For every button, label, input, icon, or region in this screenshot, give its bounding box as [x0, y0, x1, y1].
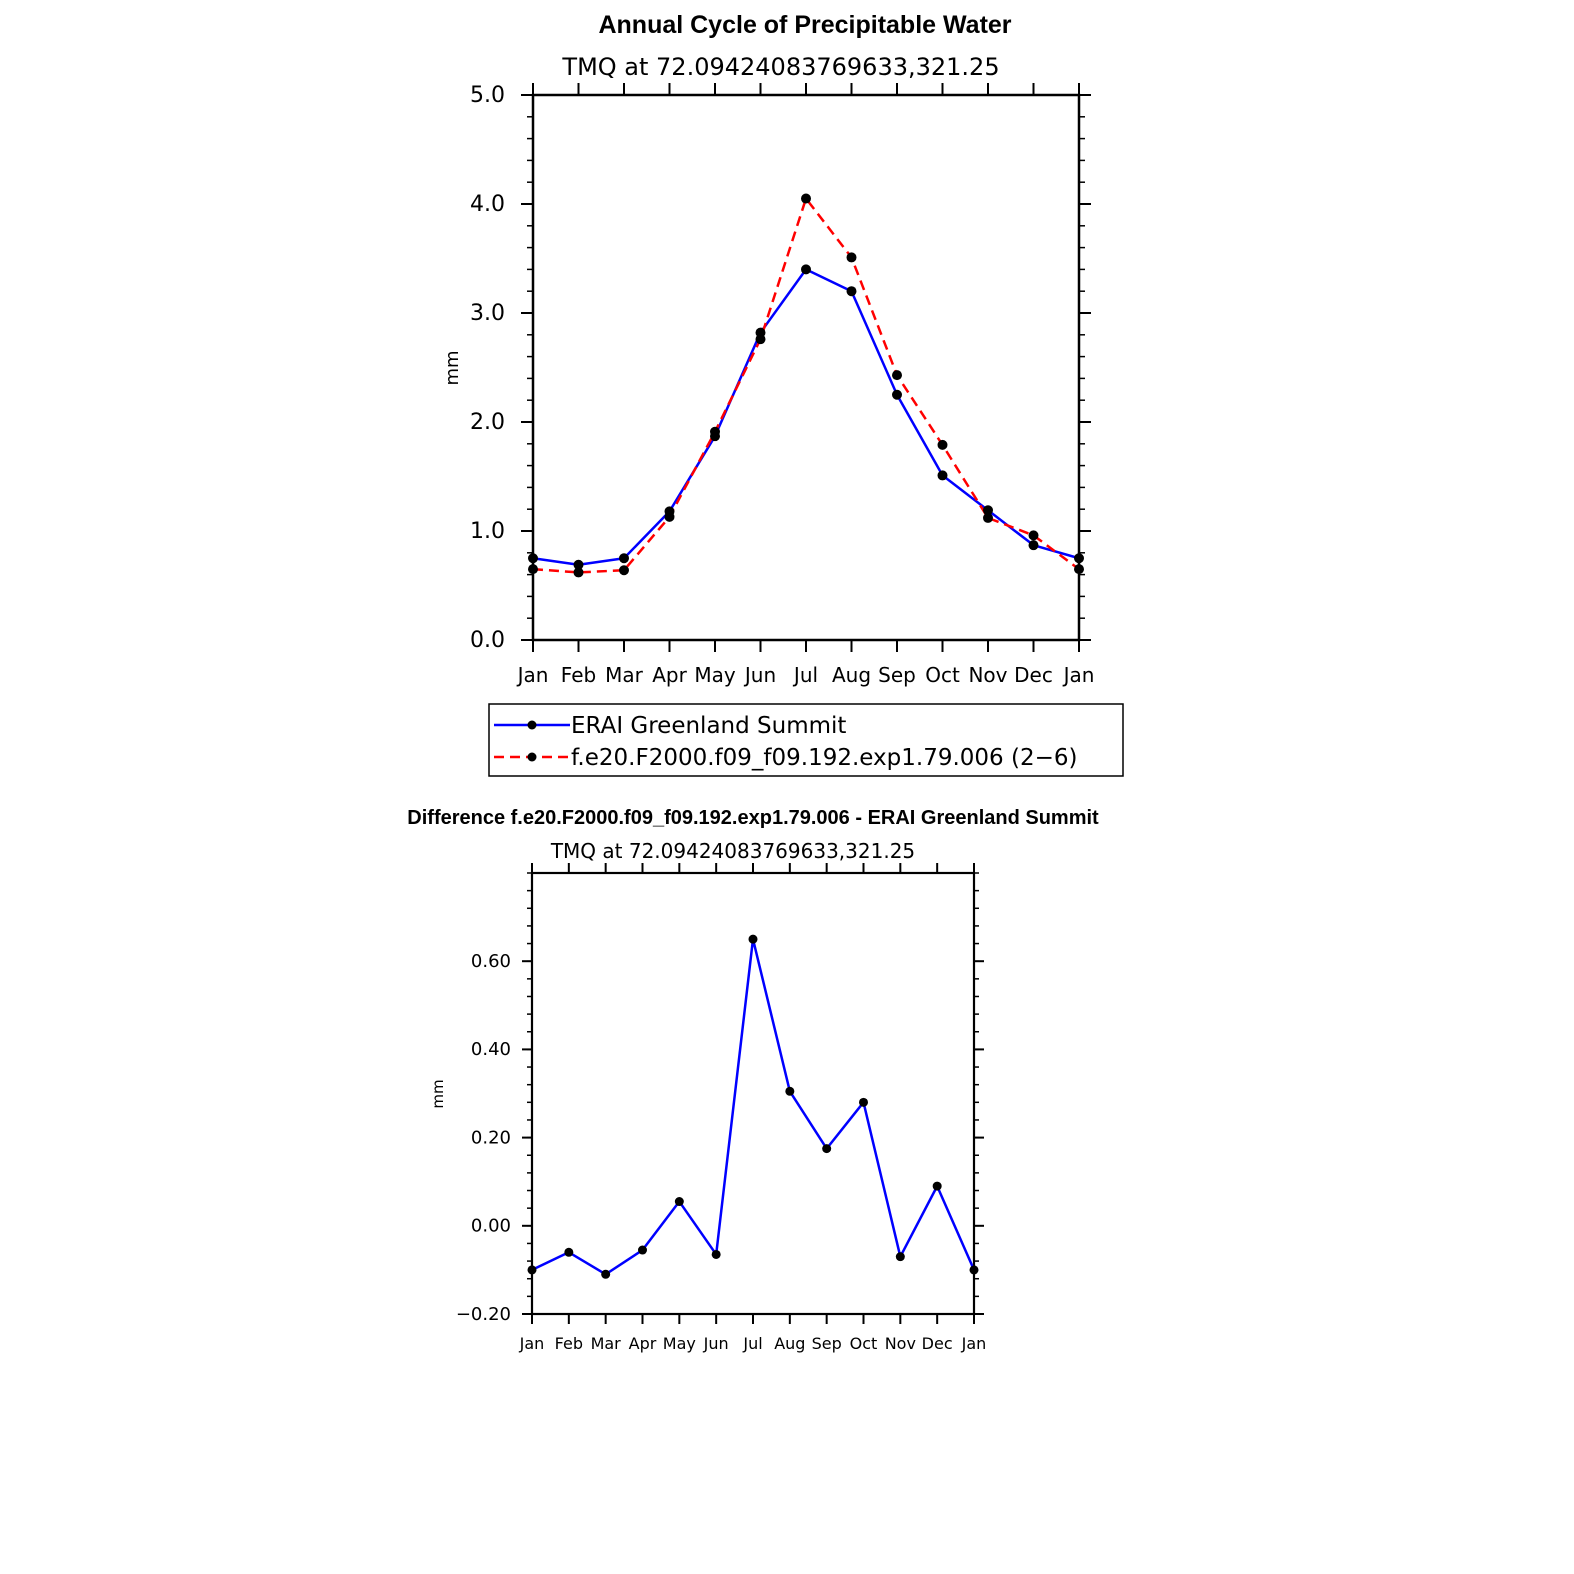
data-point: [573, 567, 584, 578]
y-tick-label: −0.20: [456, 1304, 511, 1325]
x-tick-label: Jul: [742, 1334, 762, 1353]
data-point: [664, 511, 675, 522]
difference-y-axis-label: mm: [429, 1079, 447, 1108]
data-point: [619, 553, 629, 564]
legend-label-erai: ERAI Greenland Summit: [571, 713, 846, 739]
x-tick-labels: Jan Feb Mar Apr May Jun Jul Aug Sep Oct Nov Dec Jan: [516, 663, 1095, 687]
difference-axes-frame: [522, 863, 984, 1324]
difference-y-tick-labels: −0.20 0.00 0.20 0.40 0.60: [456, 951, 511, 1325]
y-tick-label: 0.0: [470, 628, 505, 653]
x-tick-label: May: [694, 663, 736, 687]
data-point: [619, 565, 629, 576]
data-point: [1028, 540, 1039, 551]
data-point: [822, 1144, 832, 1154]
data-point: [710, 426, 720, 437]
data-point: [1028, 530, 1039, 541]
x-tick-label: Mar: [605, 663, 644, 687]
x-tick-label: Aug: [832, 663, 871, 687]
series-line-0: [531, 937, 976, 1276]
data-point: [983, 512, 993, 523]
x-tick-label: Jul: [792, 663, 818, 687]
data-point: [892, 370, 902, 381]
difference-chart-title: Difference f.e20.F2000.f09_f09.192.exp1.…: [407, 807, 1099, 829]
legend-marker-erai: [527, 720, 537, 730]
data-point: [528, 553, 538, 564]
x-tick-label: Oct: [850, 1334, 878, 1353]
x-tick-label: Jun: [743, 663, 776, 687]
y-tick-label: 0.00: [471, 1216, 511, 1237]
data-point: [937, 470, 948, 481]
data-point: [1074, 553, 1084, 564]
y-tick-label: 5.0: [470, 83, 505, 108]
data-point: [573, 559, 584, 570]
x-tick-label: Mar: [591, 1334, 622, 1353]
data-point: [785, 1086, 795, 1096]
annual-cycle-chart: Annual Cycle of Precipitable Water TMQ a…: [442, 11, 1124, 777]
x-tick-label: Aug: [774, 1334, 805, 1353]
difference-chart: Difference f.e20.F2000.f09_f09.192.exp1.…: [407, 807, 1099, 1353]
x-tick-label: Oct: [925, 663, 960, 687]
x-tick-label: Dec: [922, 1334, 953, 1353]
axes-frame: [521, 83, 1091, 652]
x-tick-label: Jan: [1062, 663, 1095, 687]
y-tick-label: 0.40: [471, 1039, 511, 1060]
y-tick-labels: 0.0 1.0 2.0 3.0 4.0 5.0: [470, 83, 505, 653]
data-point: [755, 334, 766, 345]
chart-title: Annual Cycle of Precipitable Water: [598, 11, 1011, 39]
data-point: [564, 1247, 574, 1257]
x-tick-label: Nov: [968, 663, 1007, 687]
data-point: [983, 505, 993, 516]
data-point: [527, 1265, 537, 1275]
x-tick-label: Jan: [519, 1334, 545, 1353]
data-point: [638, 1245, 647, 1255]
data-point: [859, 1097, 868, 1107]
data-point: [528, 564, 538, 575]
y-tick-label: 2.0: [470, 410, 505, 435]
legend-marker-model: [527, 752, 537, 762]
legend-box: [488, 703, 1124, 777]
data-point: [969, 1265, 979, 1275]
data-point: [892, 389, 902, 400]
y-tick-label: 0.20: [471, 1127, 511, 1148]
legend: ERAI Greenland Summit f.e20.F2000.f09_f0…: [488, 703, 1124, 777]
data-point: [937, 439, 948, 450]
data-point: [801, 264, 811, 275]
y-tick-label: 3.0: [470, 301, 505, 326]
y-tick-label: 1.0: [470, 519, 505, 544]
plot-frame: [531, 93, 1081, 642]
x-tick-label: Jan: [516, 663, 549, 687]
x-tick-label: May: [663, 1334, 696, 1353]
difference-series-layer: [527, 934, 979, 1279]
difference-chart-subtitle: TMQ at 72.09424083769633,321.25: [550, 839, 915, 863]
data-point: [601, 1269, 611, 1279]
data-point: [674, 1197, 684, 1207]
data-point: [711, 1249, 721, 1259]
x-tick-label: Dec: [1014, 663, 1053, 687]
x-tick-label: Apr: [652, 663, 687, 687]
legend-label-model: f.e20.F2000.f09_f09.192.exp1.79.006 (2−6…: [571, 745, 1077, 771]
x-tick-label: Jan: [961, 1334, 987, 1353]
data-point: [1074, 564, 1084, 575]
x-tick-label: Sep: [812, 1334, 842, 1353]
x-tick-label: Nov: [885, 1334, 916, 1353]
series-layer: [528, 193, 1084, 578]
chart-subtitle: TMQ at 72.09424083769633,321.25: [561, 53, 999, 81]
y-tick-label: 0.60: [471, 951, 511, 972]
data-point: [801, 193, 811, 204]
x-tick-label: Jun: [703, 1334, 729, 1353]
data-point: [895, 1252, 905, 1262]
x-tick-label: Feb: [561, 663, 596, 687]
data-point: [846, 286, 857, 297]
data-point: [846, 252, 857, 263]
x-tick-label: Sep: [878, 663, 916, 687]
y-axis-label: mm: [442, 350, 463, 385]
x-tick-label: Apr: [629, 1334, 657, 1353]
data-point: [932, 1181, 942, 1191]
data-point: [748, 934, 758, 944]
x-tick-label: Feb: [555, 1334, 583, 1353]
y-tick-label: 4.0: [470, 192, 505, 217]
difference-x-tick-labels: Jan Feb Mar Apr May Jun Jul Aug Sep Oct Nov Dec Jan: [519, 1334, 987, 1353]
